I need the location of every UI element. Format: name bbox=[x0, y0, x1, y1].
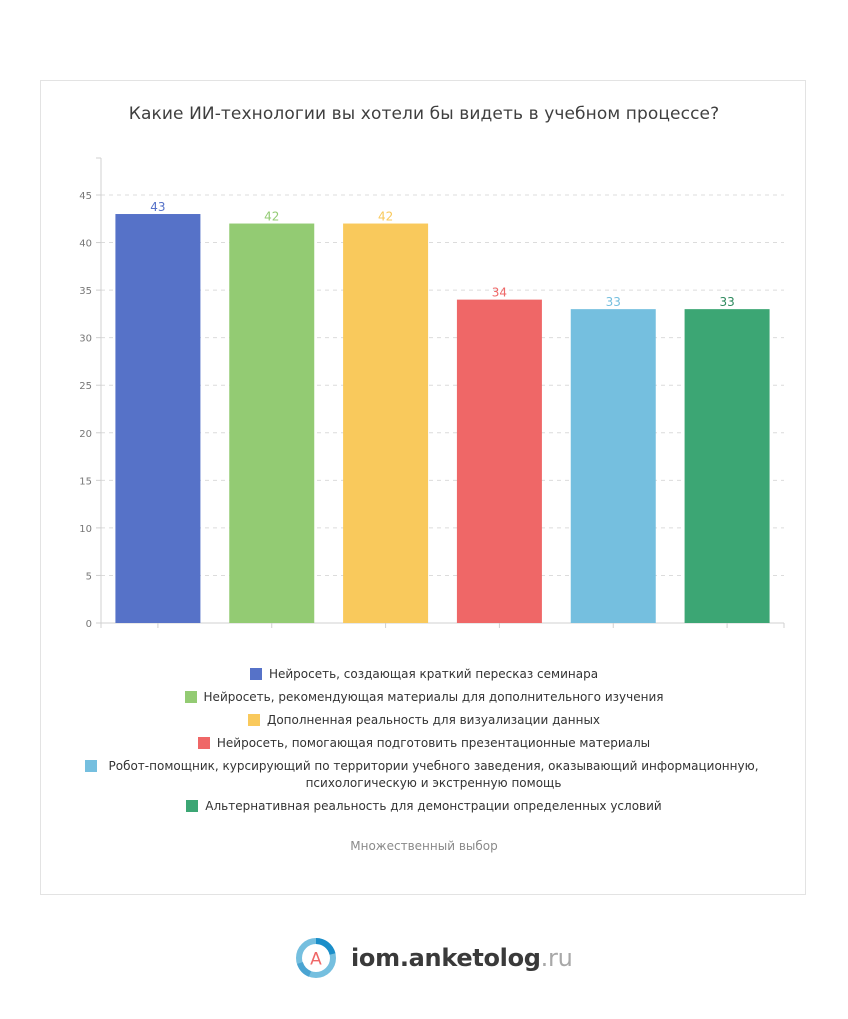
logo-letter: A bbox=[310, 950, 322, 970]
bar bbox=[229, 223, 315, 624]
legend-swatch bbox=[197, 737, 210, 749]
anketolog-logo-icon: A bbox=[296, 938, 336, 978]
legend-label: Альтернативная реальность для демонстрац… bbox=[205, 799, 662, 813]
legend-label: Нейросеть, помогающая подготовить презен… bbox=[216, 736, 651, 750]
y-tick-label: 45 bbox=[79, 191, 92, 202]
legend-swatch bbox=[84, 760, 97, 772]
bar-value-label: 34 bbox=[492, 286, 507, 300]
brand-domain-suffix: .ru bbox=[540, 944, 573, 972]
bar bbox=[684, 309, 770, 623]
brand-logo-link[interactable]: A iom.anketolog.ru bbox=[293, 935, 573, 981]
legend-swatch bbox=[186, 800, 199, 812]
legend-item[interactable]: Альтернативная реальность для демонстрац… bbox=[60, 798, 788, 815]
chart-title: Какие ИИ-технологии вы хотели бы видеть … bbox=[128, 104, 720, 124]
legend-label: Робот-помощник, курсирующий по территори… bbox=[108, 759, 759, 790]
bar-value-label: 33 bbox=[719, 295, 734, 309]
legend-swatch bbox=[249, 668, 262, 680]
bar-value-label: 42 bbox=[264, 210, 279, 224]
chart-legend: Нейросеть, создающая краткий пересказ се… bbox=[60, 666, 788, 821]
multiple-choice-note: Множественный выбор bbox=[350, 839, 498, 853]
legend-item[interactable]: Нейросеть, помогающая подготовить презен… bbox=[60, 735, 788, 752]
bar-chart: 0 5 10 15 20 25 30 35 40 45 43 42 42 34 33 33 bbox=[79, 157, 785, 630]
bar bbox=[456, 299, 542, 623]
legend-item[interactable]: Нейросеть, рекомендующая материалы для д… bbox=[60, 689, 788, 706]
legend-swatch bbox=[247, 714, 260, 726]
bar-value-label: 33 bbox=[606, 295, 621, 309]
legend-label: Дополненная реальность для визуализации … bbox=[266, 713, 601, 727]
y-tick-label: 0 bbox=[86, 619, 92, 630]
bar bbox=[115, 214, 201, 623]
bar-value-label: 43 bbox=[150, 200, 165, 214]
legend-label: Нейросеть, создающая краткий пересказ се… bbox=[268, 667, 599, 681]
brand-domain: iom.anketolog bbox=[351, 944, 541, 972]
y-tick-label: 10 bbox=[79, 524, 92, 535]
brand-name: iom.anketolog.ru bbox=[351, 944, 573, 972]
legend-swatch bbox=[184, 691, 197, 703]
bar bbox=[343, 223, 429, 624]
legend-item[interactable]: Нейросеть, создающая краткий пересказ се… bbox=[60, 666, 788, 683]
legend-item[interactable]: Дополненная реальность для визуализации … bbox=[60, 712, 788, 729]
legend-item[interactable]: Робот-помощник, курсирующий по территори… bbox=[60, 758, 788, 792]
y-tick-label: 15 bbox=[79, 476, 92, 487]
legend-label: Нейросеть, рекомендующая материалы для д… bbox=[203, 690, 664, 704]
bar-value-label: 42 bbox=[378, 210, 393, 224]
y-tick-label: 20 bbox=[79, 429, 92, 440]
y-tick-label: 5 bbox=[86, 571, 92, 582]
y-tick-label: 30 bbox=[79, 334, 92, 345]
y-tick-label: 25 bbox=[79, 381, 92, 392]
y-tick-label: 40 bbox=[79, 239, 92, 250]
bar bbox=[570, 309, 656, 623]
y-tick-label: 35 bbox=[79, 286, 92, 297]
